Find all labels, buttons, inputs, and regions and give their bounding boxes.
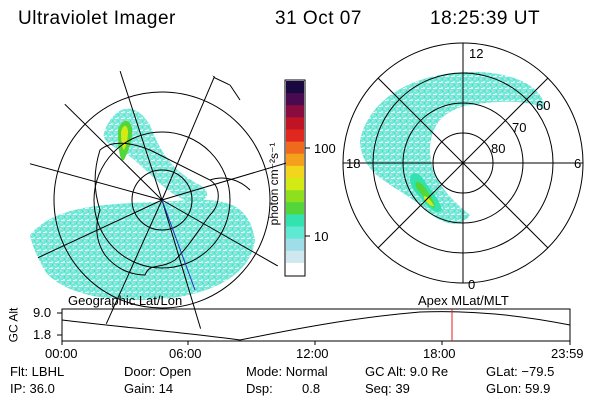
colorbar-step xyxy=(286,238,304,252)
colorbar-step xyxy=(286,117,304,130)
time-tick-1200: 12:00 xyxy=(296,346,329,361)
apex-panel-label: Apex MLat/MLT xyxy=(418,293,509,308)
time-tick-1800: 18:00 xyxy=(423,346,456,361)
colorbar-step xyxy=(286,105,304,118)
geo-aurora-arc xyxy=(103,108,208,202)
colorbar-step xyxy=(286,178,304,191)
alt-tick-9: 9.0 xyxy=(33,305,52,320)
magnetic-map xyxy=(360,71,545,224)
alt-axis-title: GC Alt xyxy=(6,307,21,343)
colorbar-step xyxy=(286,153,304,167)
status-dsp-label: Dsp: xyxy=(246,381,273,396)
status-glon: GLon: 59.9 xyxy=(486,381,551,396)
colorbar-step xyxy=(286,202,304,215)
status-ip: IP: 36.0 xyxy=(10,381,55,396)
colorbar-step xyxy=(286,93,304,106)
observation-date: 31 Oct 07 xyxy=(275,8,362,29)
colorbar-tick-10: 10 xyxy=(314,229,329,244)
status-seq: Seq: 39 xyxy=(365,381,410,396)
colorbar-step xyxy=(286,214,304,227)
time-tick-2359: 23:59 xyxy=(551,346,584,361)
instrument-title: Ultraviolet Imager xyxy=(18,8,176,29)
geographic-panel-label: Geographic Lat/Lon xyxy=(68,293,183,308)
colorbar-step xyxy=(286,165,304,179)
colorbar-tick-100: 100 xyxy=(314,141,336,156)
colorbar xyxy=(284,79,310,277)
status-gain: Gain: 14 xyxy=(124,381,174,396)
mlt-label-12: 12 xyxy=(469,46,484,61)
time-tick-0600: 06:00 xyxy=(169,346,202,361)
altitude-plot xyxy=(57,308,571,345)
mag-aurora-oval xyxy=(360,71,545,224)
mlat-label-70: 70 xyxy=(512,120,527,135)
status-mode: Mode: Normal xyxy=(246,364,328,379)
colorbar-step xyxy=(286,250,304,264)
mlt-label-0: 0 xyxy=(468,277,476,292)
mag-grid xyxy=(342,42,584,284)
altitude-curve xyxy=(61,311,571,341)
status-filter: Flt: LBHL xyxy=(10,364,65,379)
geo-aurora-band xyxy=(30,199,255,300)
time-tick-0000: 00:00 xyxy=(45,346,78,361)
status-dsp-value: 0.8 xyxy=(302,381,321,396)
mlt-label-6: 6 xyxy=(574,156,582,171)
geographic-map xyxy=(25,65,295,335)
mlat-label-60: 60 xyxy=(536,98,551,113)
coastline xyxy=(94,142,219,276)
alt-tick-1.8: 1.8 xyxy=(33,327,52,342)
mlt-label-18: 18 xyxy=(346,156,361,171)
colorbar-step xyxy=(286,129,304,143)
colorbar-step xyxy=(286,141,304,155)
colorbar-step xyxy=(286,226,304,240)
colorbar-step xyxy=(286,81,304,94)
status-door: Door: Open xyxy=(124,364,192,379)
observation-time: 18:25:39 UT xyxy=(430,8,541,29)
colorbar-unit-label: photon cm⁻²s⁻¹ xyxy=(267,142,281,226)
colorbar-step xyxy=(286,190,304,203)
orbit-track xyxy=(161,199,196,291)
mlat-label-80: 80 xyxy=(491,141,506,156)
colorbar-step xyxy=(286,262,304,276)
status-glat: GLat: −79.5 xyxy=(486,364,555,379)
status-gc-alt: GC Alt: 9.0 Re xyxy=(365,364,449,379)
